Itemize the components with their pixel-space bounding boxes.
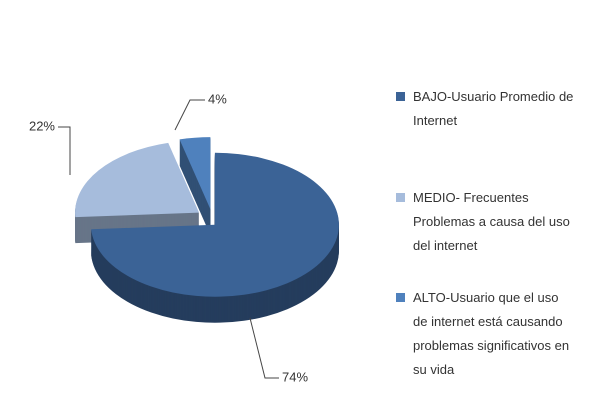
leader-line <box>249 317 279 379</box>
slice <box>75 142 200 218</box>
slice <box>179 137 211 210</box>
legend-label: BAJO-Usuario Promedio de Internet <box>413 89 574 128</box>
slice <box>91 152 339 297</box>
data-label: 22% <box>29 118 55 133</box>
data-label: 4% <box>208 91 227 106</box>
legend-item: ALTO-Usuario que el uso de internet está… <box>396 286 576 382</box>
legend-swatch <box>396 293 405 302</box>
legend-swatch <box>396 193 405 202</box>
legend-label: ALTO-Usuario que el uso de internet está… <box>413 290 570 377</box>
leader-line <box>174 99 205 131</box>
legend-item: BAJO-Usuario Promedio de Internet <box>396 85 576 133</box>
legend-item: MEDIO- Frecuentes Problemas a causa del … <box>396 186 576 258</box>
data-label: 74% <box>282 369 308 384</box>
legend-swatch <box>396 92 405 101</box>
pie-area: 74% 22% 4% <box>29 91 339 384</box>
legend-label: MEDIO- Frecuentes Problemas a causa del … <box>413 190 570 253</box>
leader-line <box>58 126 71 175</box>
